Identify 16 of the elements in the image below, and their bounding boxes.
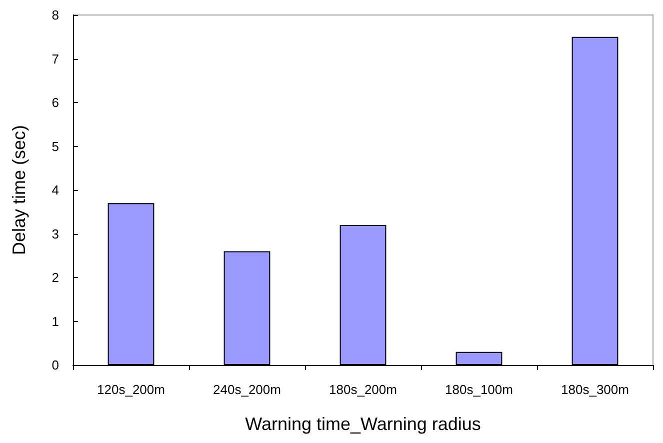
y-tick-label: 7: [52, 51, 59, 66]
y-tick-label: 5: [52, 138, 59, 154]
y-tick-label: 2: [52, 270, 59, 285]
x-tick-label: 120s_200m: [97, 382, 165, 397]
y-tick-label: 8: [52, 8, 59, 22]
x-axis-title: Warning time_Warning radius: [245, 414, 481, 434]
y-tick-label: 0: [52, 358, 59, 372]
y-tick-label: 6: [52, 95, 59, 110]
x-tick-label: 180s_300m: [561, 382, 629, 397]
x-tick-label: 240s_200m: [213, 382, 281, 397]
y-tick-label: 3: [52, 226, 59, 242]
y-tick-label: 1: [52, 314, 59, 329]
y-tick-label: 4: [52, 182, 59, 198]
x-tick-label: 180s_100m: [445, 382, 513, 397]
y-axis-title: Delay time (sec): [9, 124, 29, 256]
x-tick-label: 180s_200m: [329, 382, 397, 397]
